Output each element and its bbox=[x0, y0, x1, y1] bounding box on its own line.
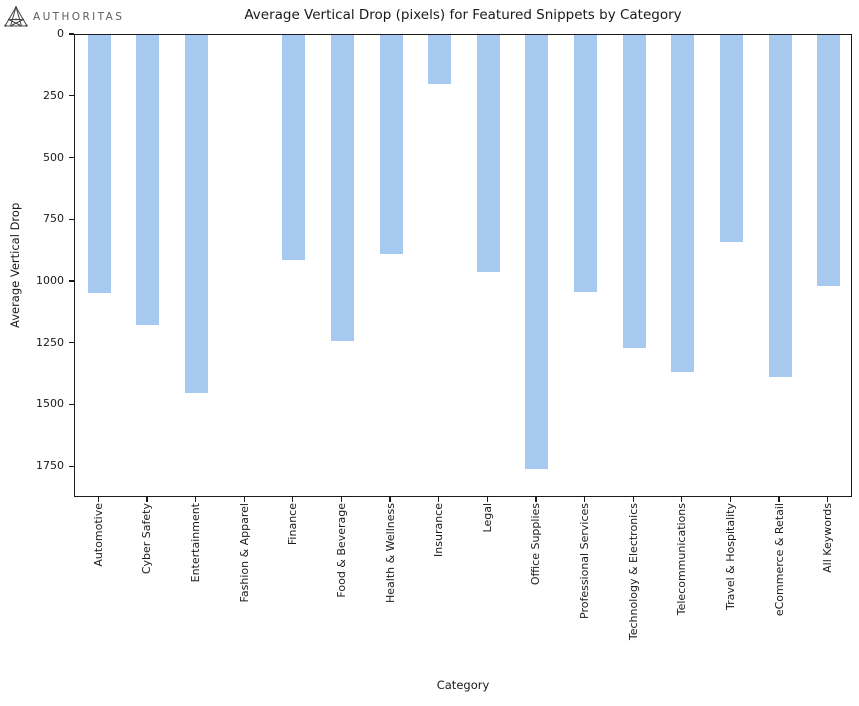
x-tick-mark bbox=[292, 497, 294, 502]
bar-legal bbox=[476, 35, 500, 273]
x-tick-label: eCommerce & Retail bbox=[772, 503, 786, 617]
x-tick-label: Insurance bbox=[432, 503, 446, 557]
brand-logo: AUTHORITAS bbox=[4, 6, 124, 27]
bar-office-supplies bbox=[525, 35, 549, 469]
x-tick-mark bbox=[389, 497, 391, 502]
y-tick-mark bbox=[69, 280, 74, 282]
x-tick-mark bbox=[438, 497, 440, 502]
bar-all-keywords bbox=[817, 35, 841, 286]
plot-area bbox=[74, 34, 852, 497]
bar-ecommerce-retail bbox=[768, 35, 792, 377]
x-tick-label: Health & Wellness bbox=[383, 503, 397, 604]
x-tick-label: Cyber Safety bbox=[140, 503, 154, 575]
x-tick-mark bbox=[632, 497, 634, 502]
x-tick-mark bbox=[827, 497, 829, 502]
x-tick-mark bbox=[97, 497, 99, 502]
bar-food-beverage bbox=[330, 35, 354, 342]
y-tick-mark bbox=[69, 465, 74, 467]
bar-finance bbox=[282, 35, 306, 260]
y-tick-mark bbox=[69, 403, 74, 406]
brand-name: AUTHORITAS bbox=[33, 10, 125, 23]
x-tick-label: Automotive bbox=[91, 503, 105, 567]
x-tick-mark bbox=[340, 497, 343, 502]
y-tick-label: 750 bbox=[43, 212, 64, 226]
y-tick-mark bbox=[69, 156, 74, 159]
y-tick-mark bbox=[69, 218, 74, 220]
x-tick-label: All Keywords bbox=[821, 503, 835, 573]
y-tick-label: 250 bbox=[43, 88, 64, 102]
x-tick-label: Telecommunications bbox=[675, 503, 689, 616]
y-tick-mark bbox=[69, 33, 74, 35]
x-tick-mark bbox=[681, 497, 683, 502]
x-tick-mark bbox=[535, 497, 537, 502]
x-axis-label: Category bbox=[436, 678, 490, 692]
y-tick-label: 1500 bbox=[36, 397, 64, 411]
bar-automotive bbox=[87, 35, 111, 294]
bar-telecommunications bbox=[671, 35, 695, 372]
y-tick-mark bbox=[69, 342, 74, 344]
y-tick-label: 1250 bbox=[36, 335, 64, 349]
x-tick-mark bbox=[146, 497, 148, 502]
bar-cyber-safety bbox=[136, 35, 160, 326]
x-tick-label: Office Supplies bbox=[529, 503, 543, 586]
y-tick-label: 1750 bbox=[36, 459, 64, 473]
y-tick-label: 0 bbox=[57, 27, 64, 40]
y-tick-label: 1000 bbox=[36, 273, 64, 287]
x-tick-mark bbox=[243, 497, 245, 502]
x-tick-label: Legal bbox=[480, 503, 494, 533]
x-tick-mark bbox=[486, 497, 488, 502]
x-tick-mark bbox=[729, 497, 732, 502]
bar-entertainment bbox=[185, 35, 209, 393]
chart-title: Average Vertical Drop (pixels) for Featu… bbox=[244, 7, 682, 23]
x-tick-label: Entertainment bbox=[189, 503, 203, 583]
x-tick-mark bbox=[194, 497, 197, 502]
bar-travel-hospitality bbox=[719, 35, 743, 242]
bar-technology-electronics bbox=[622, 35, 646, 349]
authoritas-triangle-constellation-icon bbox=[4, 6, 28, 27]
bar-insurance bbox=[428, 35, 452, 85]
x-tick-label: Professional Services bbox=[578, 503, 592, 619]
x-tick-label: Technology & Electronics bbox=[626, 503, 640, 641]
x-tick-label: Travel & Hospitality bbox=[723, 503, 737, 611]
bar-health-wellness bbox=[379, 35, 403, 254]
x-tick-label: Fashion & Apparel bbox=[237, 503, 251, 603]
x-tick-label: Finance bbox=[286, 503, 300, 546]
x-tick-label: Food & Beverage bbox=[334, 503, 348, 598]
y-axis-label: Average Vertical Drop bbox=[8, 202, 22, 329]
x-tick-mark bbox=[778, 497, 780, 502]
y-tick-label: 500 bbox=[43, 150, 64, 164]
y-tick-mark bbox=[69, 95, 74, 97]
x-tick-mark bbox=[583, 497, 586, 502]
bar-professional-services bbox=[574, 35, 598, 292]
